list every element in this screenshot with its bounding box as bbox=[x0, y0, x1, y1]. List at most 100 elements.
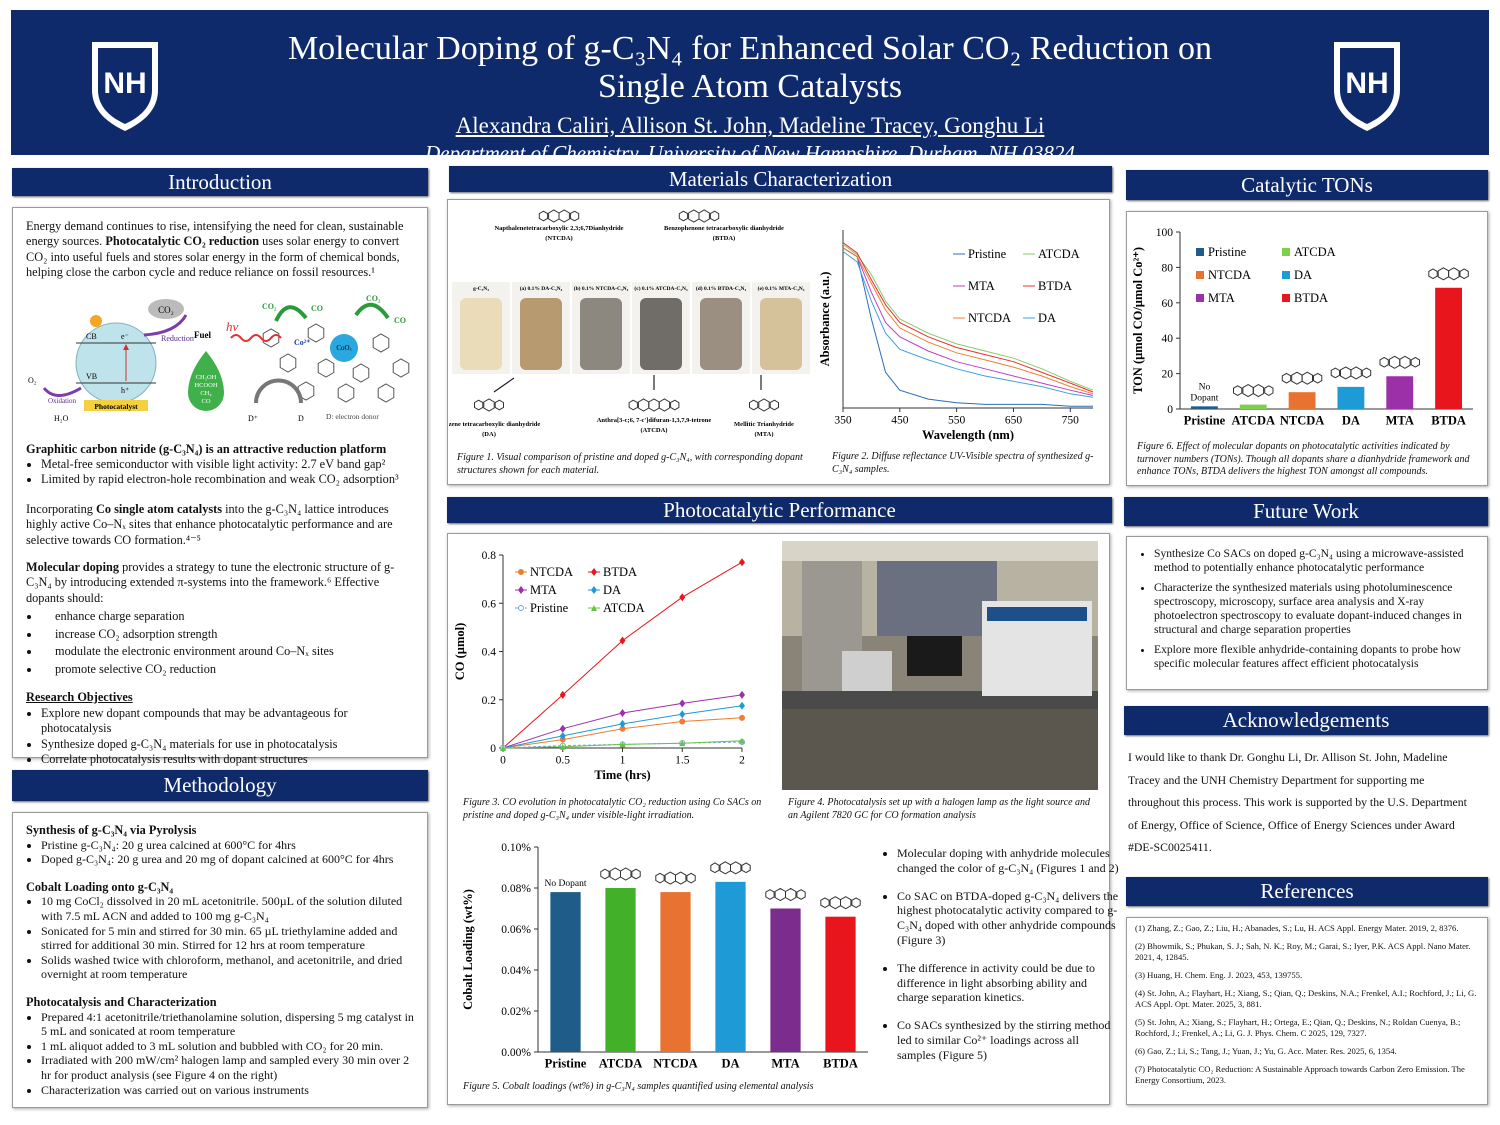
ring bbox=[1301, 371, 1313, 385]
legend-label: ATCDA bbox=[1294, 245, 1336, 259]
ring bbox=[279, 353, 297, 373]
x-tick-label: DA bbox=[721, 1057, 739, 1071]
x-axis-label: Wavelength (nm) bbox=[922, 428, 1014, 442]
gc-panel bbox=[987, 607, 1087, 621]
bullet-list: enhance charge separationincrease CO₂ ad… bbox=[26, 608, 414, 678]
ceiling bbox=[782, 541, 1098, 561]
legend-label: Pristine bbox=[1208, 245, 1247, 259]
x-tick-label: 1 bbox=[620, 755, 626, 767]
legend-label: NTCDA bbox=[530, 565, 573, 579]
structure-name: Benzene tetracarboxylic dianhydride bbox=[449, 421, 540, 428]
x-tick-label: MTA bbox=[771, 1057, 799, 1071]
ring bbox=[494, 399, 504, 411]
section-heading: Future Work bbox=[1124, 497, 1488, 526]
ring bbox=[774, 887, 786, 902]
annotation: No Dopant bbox=[545, 879, 587, 889]
x-tick-label: ATCDA bbox=[599, 1057, 643, 1071]
ring bbox=[709, 210, 720, 222]
caption: Figure 2. Diffuse reflectance UV-Visible… bbox=[832, 451, 1094, 475]
text: uses solar energy to convert CO₂ into us… bbox=[26, 234, 400, 280]
bullet: 1 mL aliquot added to 3 mL solution and … bbox=[41, 1039, 414, 1054]
x-tick-label: 2 bbox=[739, 755, 745, 767]
ring bbox=[569, 210, 580, 222]
section-heading: Methodology bbox=[12, 770, 428, 801]
scheme-label: D: electron donor bbox=[326, 412, 379, 421]
scheme-label: VB bbox=[86, 372, 97, 381]
scheme-label: CB bbox=[86, 332, 97, 341]
ring bbox=[337, 383, 355, 403]
bullet: Doped g-C₃N₄: 20 g urea and 20 mg of dop… bbox=[41, 852, 414, 867]
bullet: Co SACs synthesized by the stirring meth… bbox=[897, 1018, 1119, 1062]
y-tick-label: 0.08% bbox=[501, 883, 531, 895]
green-arrow bbox=[274, 304, 308, 322]
subheading: Synthesis of g-C₃N₄ via Pyrolysis bbox=[26, 823, 197, 837]
data-point bbox=[619, 719, 626, 728]
bullet: Characterize the synthesized materials u… bbox=[1154, 581, 1477, 637]
legend-swatch bbox=[1196, 248, 1204, 256]
y-tick-label: 60 bbox=[1162, 298, 1174, 310]
legend-label: DA bbox=[1038, 311, 1056, 325]
bar bbox=[1190, 406, 1218, 409]
x-tick-label: 1.5 bbox=[675, 755, 690, 767]
ring bbox=[829, 896, 841, 910]
section-heading: Introduction bbox=[12, 168, 428, 196]
ring bbox=[765, 889, 775, 900]
bullet: enhance charge separation bbox=[41, 608, 414, 626]
acknowledgements-text: I would like to thank Dr. Gonghu Li, Dr.… bbox=[1128, 750, 1467, 855]
title: Molecular Doping of g-C₃N₄ for Enhanced … bbox=[11, 30, 1489, 106]
y-tick-label: 0 bbox=[1167, 404, 1173, 416]
data-point bbox=[619, 741, 626, 748]
vial-label: (d) 0.1% BTDA-C₃N₄ bbox=[696, 285, 747, 292]
x-tick-label: BTDA bbox=[1431, 414, 1466, 428]
x-tick-label: Pristine bbox=[545, 1057, 587, 1071]
text: Energy demand continues to rise, intensi… bbox=[26, 219, 404, 249]
y-axis-label: Absorbance (a.u.) bbox=[818, 272, 832, 367]
series-line bbox=[842, 242, 1094, 393]
text: Incorporating bbox=[26, 501, 96, 516]
section-heading: References bbox=[1126, 877, 1488, 906]
reference: (2) Bhowmik, S.; Phukan, S. J.; Sah, N. … bbox=[1135, 941, 1471, 962]
bullet-list: Synthesize Co SACs on doped g-C₃N₄ using… bbox=[1139, 547, 1477, 671]
bullet: Co SAC on BTDA-doped g-C₃N₄ delivers the… bbox=[897, 889, 1119, 948]
bullet: The difference in activity could be due … bbox=[897, 961, 1119, 1005]
ring bbox=[648, 398, 660, 412]
ring bbox=[558, 209, 570, 223]
structure-name: Napthalenetetracarboxylic 2,3;6,7Dianhyd… bbox=[494, 225, 623, 232]
scheme: CO₂ Reduction Fuel CB e⁻ VB h⁺ O₂ Oxidat… bbox=[28, 294, 410, 423]
ring bbox=[785, 887, 797, 902]
ring bbox=[1399, 355, 1411, 369]
ring bbox=[1330, 367, 1340, 379]
x-tick-label: 550 bbox=[948, 415, 966, 427]
ring bbox=[297, 381, 315, 401]
ring bbox=[758, 398, 770, 412]
subheading: Graphitic carbon nitride (g-C₃N₄) is an … bbox=[26, 441, 387, 456]
bar bbox=[1435, 287, 1463, 409]
caption: Figure 3. CO evolution in photocatalytic… bbox=[463, 797, 762, 821]
structure-name: Benzophenone tetracarboxylic dianhydride bbox=[664, 225, 784, 232]
bullet: Prepared 4:1 acetonitrile/triethanolamin… bbox=[41, 1010, 414, 1039]
x-tick-label: 450 bbox=[891, 415, 909, 427]
ring bbox=[840, 896, 852, 910]
shield-inner bbox=[98, 48, 152, 124]
future-box: Synthesize Co SACs on doped g-C₃N₄ using… bbox=[1126, 536, 1488, 690]
ring bbox=[1340, 366, 1352, 380]
data-point bbox=[559, 731, 566, 740]
vial-label: g-C₃N₄ bbox=[473, 286, 489, 292]
data-point bbox=[559, 724, 566, 733]
legend-label: BTDA bbox=[1038, 279, 1072, 293]
x-tick-label: 750 bbox=[1062, 415, 1080, 427]
bullet: Irradiated with 200 mW/cm² halogen lamp … bbox=[41, 1053, 414, 1082]
ring bbox=[1264, 385, 1274, 396]
ring bbox=[262, 328, 280, 348]
y-tick-label: 0.02% bbox=[501, 1006, 531, 1018]
scheme-label: Photocatalyst bbox=[94, 402, 138, 411]
caption: Figure 4. Photocatalysis set up with a h… bbox=[788, 797, 1091, 821]
data-point bbox=[739, 737, 745, 744]
legend-label: MTA bbox=[968, 279, 995, 293]
ring bbox=[483, 398, 495, 412]
scheme-label: O₂ bbox=[28, 376, 37, 385]
data-point bbox=[559, 690, 566, 699]
ring bbox=[698, 209, 710, 223]
ring bbox=[307, 323, 325, 343]
data-point bbox=[679, 740, 686, 747]
